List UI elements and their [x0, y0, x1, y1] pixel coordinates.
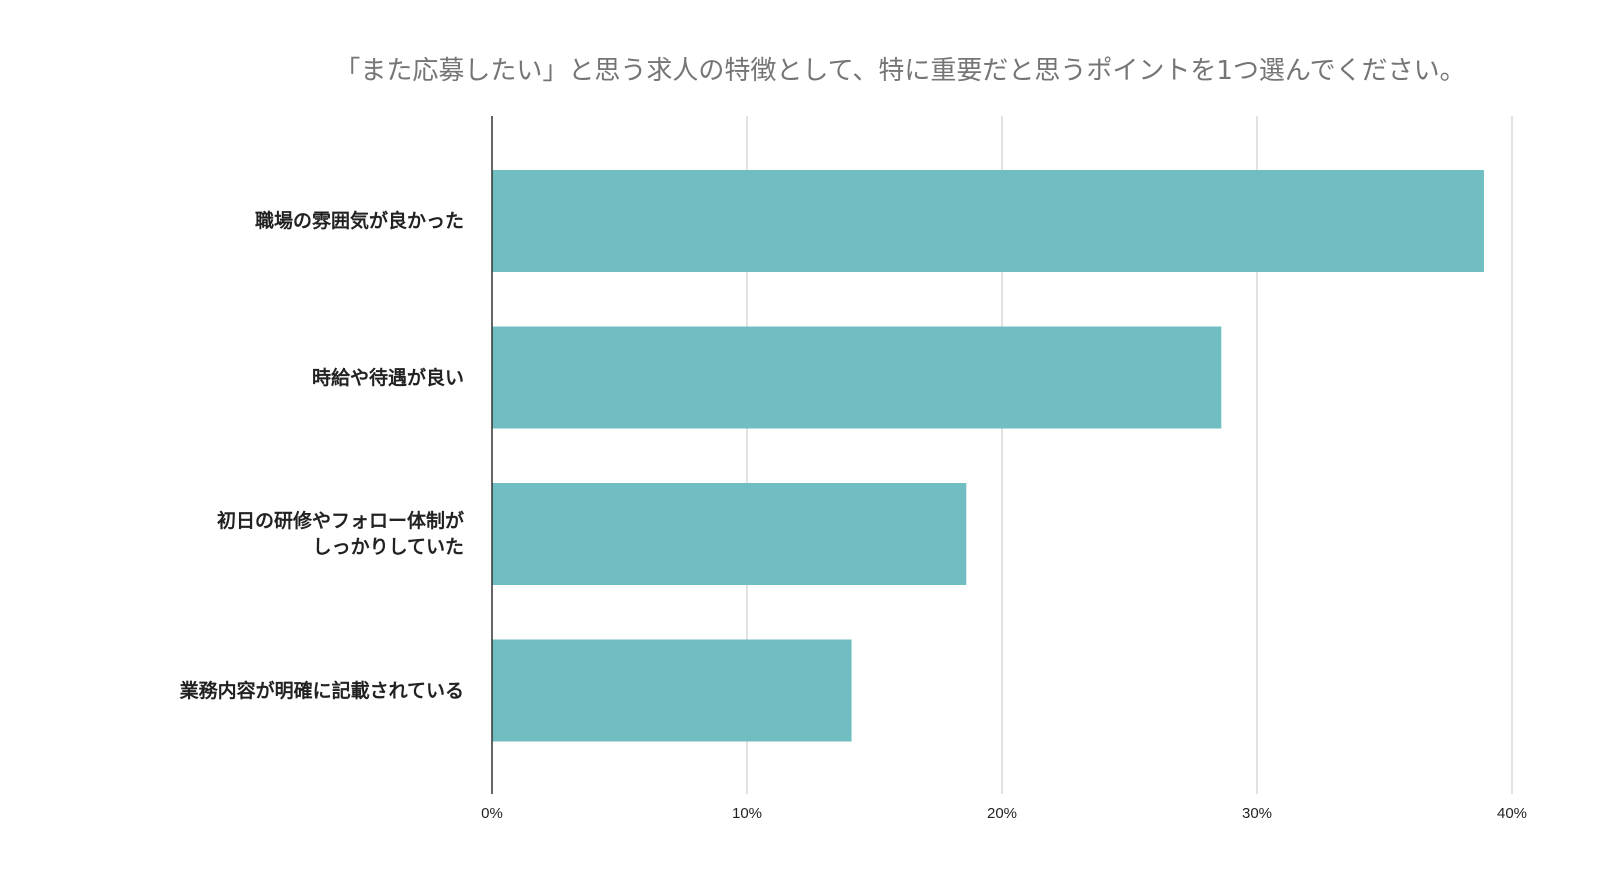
- y-category-label-line: 初日の研修やフォロー体制が: [216, 510, 464, 532]
- y-category-label-line: しっかりしていた: [312, 536, 464, 558]
- bar: [492, 639, 852, 742]
- y-category-label: 業務内容が明確に記載されている: [104, 678, 464, 704]
- bar: [492, 326, 1222, 429]
- chart-title: 「また応募したい」と思う求人の特徴として、特に重要だと思うポイントを1つ選んでく…: [334, 56, 1466, 86]
- x-tick-label: 30%: [1242, 805, 1272, 822]
- x-tick-label: 40%: [1497, 805, 1527, 822]
- y-category-label: 職場の雰囲気が良かった: [104, 208, 464, 234]
- y-category-label-line: 業務内容が明確に記載されている: [179, 679, 464, 702]
- x-tick-label: 10%: [732, 805, 762, 822]
- y-category-label: 時給や待遇が良い: [104, 365, 464, 391]
- y-category-label-line: 時給や待遇が良い: [311, 366, 464, 389]
- bar: [492, 483, 967, 585]
- x-tick-label: 20%: [987, 805, 1017, 822]
- y-category-label-line: 職場の雰囲気が良かった: [254, 210, 464, 232]
- x-tick-label: 0%: [481, 805, 503, 822]
- y-category-label: 初日の研修やフォロー体制がしっかりしていた: [104, 508, 464, 560]
- bar: [492, 170, 1484, 272]
